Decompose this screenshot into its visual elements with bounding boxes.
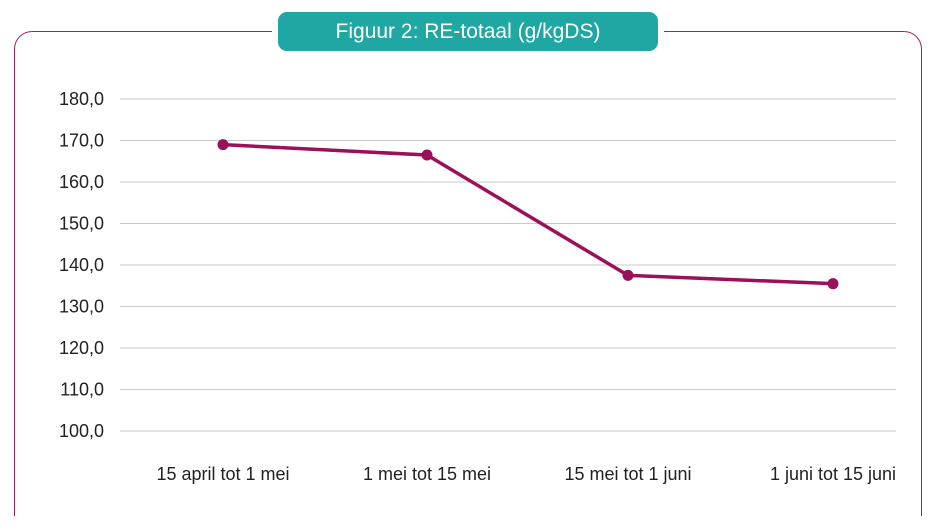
y-tick-label: 110,0 [60,379,104,399]
y-tick-label: 140,0 [59,255,104,275]
x-category-label: 1 juni tot 15 juni [770,464,896,484]
series-layer [217,139,839,290]
data-point [622,269,634,281]
y-tick-label: 170,0 [59,130,104,150]
y-tick-label: 180,0 [59,89,104,109]
data-point [421,149,433,161]
y-axis-ticks: 100,0 110,0 120,0 130,0 140,0 150,0 160,0 170,0… [59,89,104,441]
data-point [827,278,839,290]
y-tick-label: 120,0 [59,338,104,358]
y-tick-label: 160,0 [59,172,104,192]
x-category-label: 15 april tot 1 mei [156,464,289,484]
x-category-label: 15 mei tot 1 juni [564,464,691,484]
x-axis-categories: 15 april tot 1 mei 1 mei tot 15 mei 15 mei… [156,464,896,484]
x-category-label: 1 mei tot 15 mei [363,464,491,484]
y-tick-label: 150,0 [59,213,104,233]
chart-title: Figuur 2: RE-totaal (g/kgDS) [278,12,658,51]
series-line [222,142,834,286]
data-point [217,139,229,151]
grid-lines [120,98,896,432]
y-tick-label: 130,0 [59,296,104,316]
y-tick-label: 100,0 [59,421,104,441]
